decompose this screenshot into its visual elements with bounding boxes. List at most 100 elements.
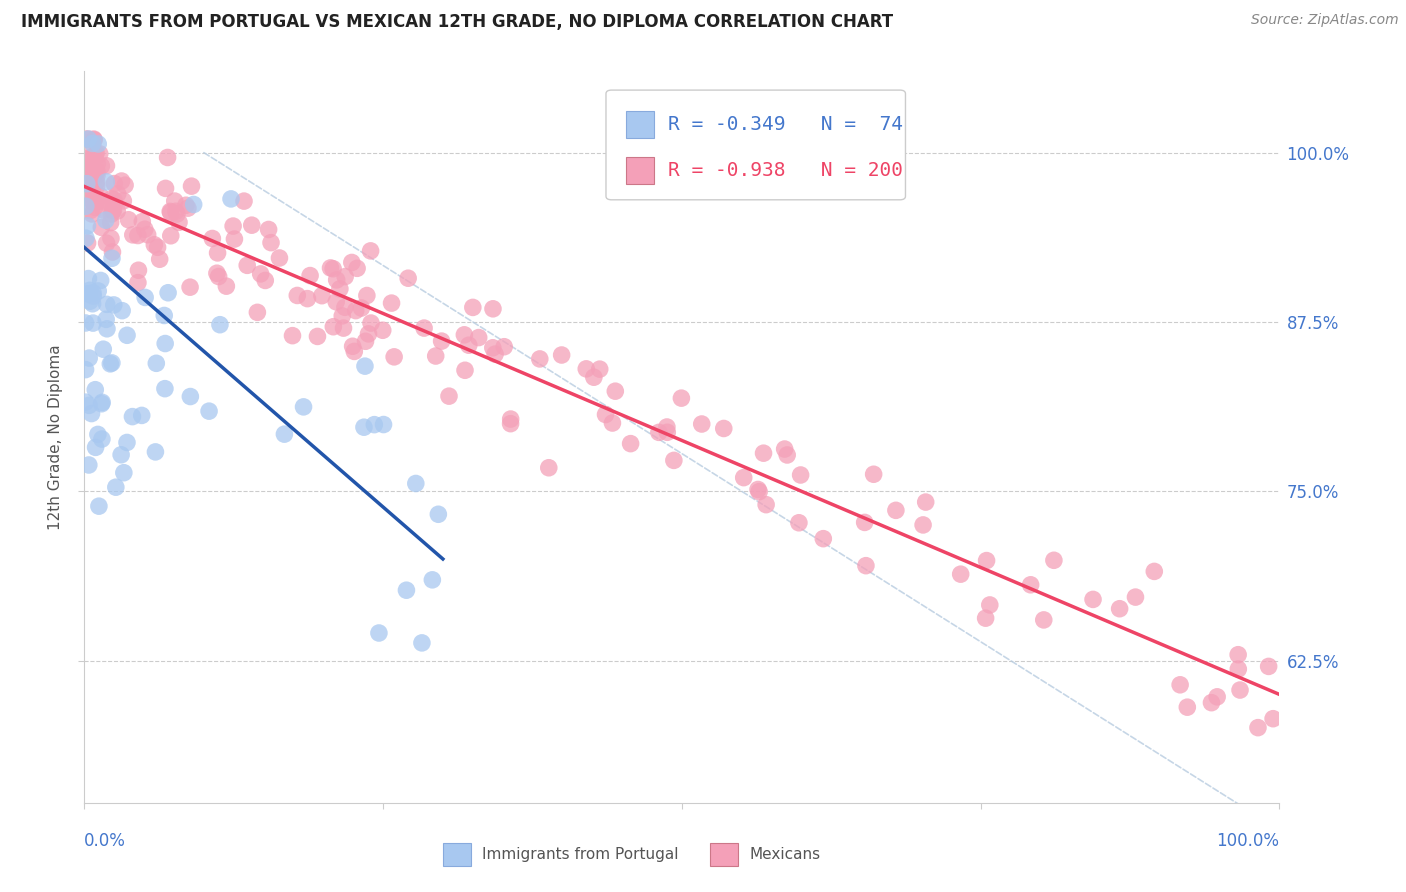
Point [159,204,181,219]
Point [1143,565,1166,579]
Point [79,294,101,309]
Point [153,309,176,323]
Point [299,268,322,283]
Point [529,351,551,366]
Point [149,252,172,267]
Point [84,146,107,161]
Point [319,260,342,275]
Point [76,169,98,183]
Point [90,432,112,446]
Text: R = -0.938   N = 200: R = -0.938 N = 200 [668,161,903,180]
Point [121,227,143,242]
Point [115,435,138,450]
Point [855,558,877,573]
Point [1081,592,1104,607]
Point [167,215,190,229]
Point [357,326,380,341]
Point [713,421,735,435]
Point [494,340,516,354]
Point [281,328,304,343]
Point [208,269,231,284]
Point [346,261,368,276]
Point [249,267,271,281]
Point [215,279,238,293]
Point [112,194,135,208]
Point [748,484,770,499]
Point [183,197,205,211]
Point [110,174,132,188]
Point [136,227,159,242]
Point [773,442,796,456]
Point [87,284,110,298]
Point [595,408,617,422]
Point [1175,700,1198,714]
Point [413,321,436,335]
Point [322,319,344,334]
Point [96,297,118,311]
Point [83,195,105,210]
Point [107,186,129,201]
Point [75,395,97,409]
Point [90,273,112,287]
Point [82,289,104,303]
Point [752,446,775,460]
Point [224,232,246,246]
Y-axis label: 12th Grade, No Diploma: 12th Grade, No Diploma [48,344,63,530]
Point [453,327,475,342]
Point [340,255,363,269]
Point [145,356,167,370]
Point [411,636,433,650]
Point [605,384,627,399]
Point [112,466,135,480]
Point [648,425,671,440]
Point [82,194,104,208]
Point [776,448,799,462]
Point [862,467,884,482]
Point [1247,721,1270,735]
Point [437,389,460,403]
Point [208,318,231,332]
Point [589,362,612,376]
Point [117,212,139,227]
Point [77,351,100,365]
Point [425,349,447,363]
Point [166,207,188,221]
Point [405,476,427,491]
Point [342,339,364,353]
Point [84,165,107,179]
Point [75,231,97,245]
Text: IMMIGRANTS FROM PORTUGAL VS MEXICAN 12TH GRADE, NO DIPLOMA CORRELATION CHART: IMMIGRANTS FROM PORTUGAL VS MEXICAN 12TH… [21,13,893,31]
Point [91,395,114,409]
Point [86,164,108,178]
Point [82,285,104,300]
Point [131,214,153,228]
Point [90,397,112,411]
Point [382,350,405,364]
Point [912,517,935,532]
Point [974,611,997,625]
Point [733,470,755,484]
Point [103,193,125,207]
Point [165,204,187,219]
Point [755,498,778,512]
Point [257,222,280,236]
Point [360,316,382,330]
Point [325,294,347,309]
Point [198,404,221,418]
Point [93,202,115,217]
Point [1019,578,1042,592]
Point [602,416,624,430]
Point [360,244,382,258]
Point [105,204,128,219]
Point [86,175,108,189]
Point [1227,662,1250,676]
Point [550,348,572,362]
Point [254,273,277,287]
Point [159,228,181,243]
Point [499,412,522,426]
Point [1032,613,1054,627]
Point [76,177,98,191]
Point [75,362,97,376]
Point [86,178,108,193]
Point [82,297,104,311]
